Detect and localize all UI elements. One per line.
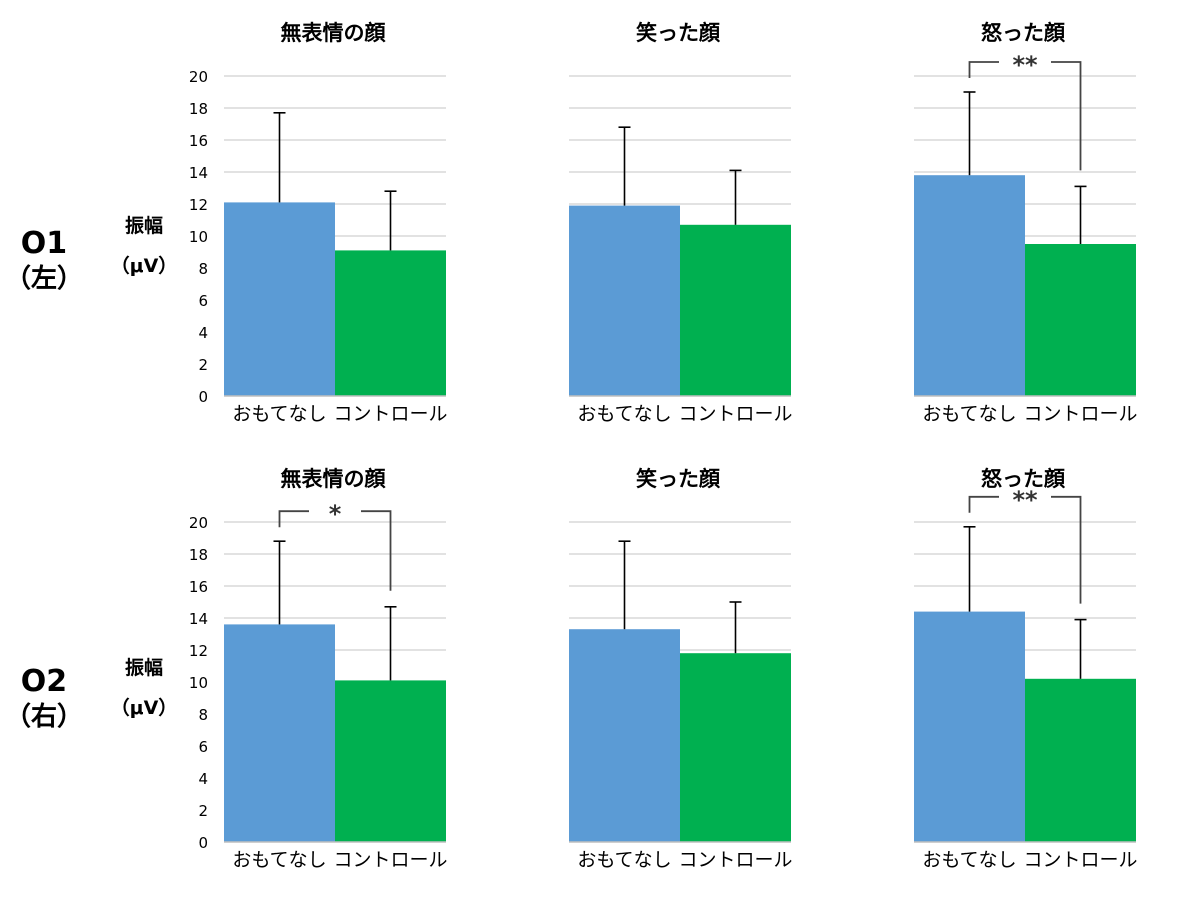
chart-3-category-label-1: おもてなし	[922, 403, 1016, 425]
chart-6-significance-bracket-right	[1051, 495, 1082, 604]
chart-6-category-label-1: おもてなし	[922, 849, 1016, 871]
chart-1-ytick-label: 14	[189, 164, 208, 182]
chart-5-category-label-2: コントロール	[678, 849, 792, 871]
chart-4-ytick-label: 0	[198, 834, 208, 852]
chart-2-bar-1	[569, 205, 680, 396]
chart-4-significance-bracket-right	[361, 510, 392, 591]
chart-3-significance-bracket-left	[968, 61, 999, 78]
chart-6-significance-marker: **	[1012, 486, 1038, 514]
chart-5-bar-1	[569, 629, 680, 842]
chart-1-category-label-1: おもてなし	[232, 403, 326, 425]
chart-2-bar-2	[680, 224, 791, 396]
chart-3-category-label-2: コントロール	[1023, 403, 1137, 425]
chart-1-ytick-label: 10	[189, 228, 208, 246]
chart-6-category-label-2: コントロール	[1023, 849, 1137, 871]
chart-4-bar-1	[224, 624, 335, 842]
chart-4-ytick-label: 6	[198, 738, 208, 756]
y-axis-label-o2: 振幅 （μV）	[104, 648, 184, 728]
chart-5-category-label-1: おもてなし	[577, 849, 671, 871]
chart-4-significance-marker: *	[329, 500, 342, 528]
chart-1-title: 無表情の顔	[281, 21, 387, 45]
chart-4-ytick-label: 2	[198, 802, 208, 820]
chart-4-ytick-label: 18	[189, 546, 208, 564]
y-axis-label-o1-line1: 振幅	[124, 215, 163, 237]
y-axis-label-o2-line1: 振幅	[124, 657, 163, 679]
chart-3-significance-bracket-right	[1051, 61, 1082, 171]
chart-2-category-label-2: コントロール	[678, 403, 792, 425]
chart-2-category-label-1: おもてなし	[577, 403, 671, 425]
chart-4-category-label-1: おもてなし	[232, 849, 326, 871]
chart-1-ytick-label: 20	[189, 68, 208, 86]
chart-1-ytick-label: 12	[189, 196, 208, 214]
chart-1-ytick-label: 4	[198, 324, 208, 342]
chart-1-bar-2	[335, 250, 446, 396]
chart-6-bar-1	[914, 611, 1025, 842]
chart-3-significance-marker: **	[1012, 51, 1038, 79]
chart-3-bar-2	[1025, 244, 1136, 396]
chart-5-bar-2	[680, 653, 791, 842]
chart-4-category-label-2: コントロール	[333, 849, 447, 871]
chart-5-title: 笑った顔	[636, 467, 721, 491]
chart-6-title: 怒った顔	[981, 467, 1066, 491]
row-label-o1-sub: （左）	[4, 264, 83, 294]
chart-4-ytick-label: 10	[189, 674, 208, 692]
chart-3-bar-1	[914, 175, 1025, 396]
chart-1-bar-1	[224, 202, 335, 396]
chart-4-ytick-label: 12	[189, 642, 208, 660]
chart-1-ytick-label: 8	[198, 260, 208, 278]
y-axis-label-o2-line2: （μV）	[110, 697, 178, 719]
row-label-o2: O2 （右）	[4, 664, 84, 734]
y-axis-label-o1: 振幅 （μV）	[104, 206, 184, 286]
chart-1-ytick-label: 0	[198, 388, 208, 406]
chart-4-ytick-label: 8	[198, 706, 208, 724]
chart-4-ytick-label: 20	[189, 514, 208, 532]
chart-3-title: 怒った顔	[981, 21, 1066, 45]
chart-1-ytick-label: 16	[189, 132, 208, 150]
row-label-o2-sub: （右）	[4, 702, 83, 732]
chart-4-ytick-label: 16	[189, 578, 208, 596]
row-label-o2-title: O2	[20, 664, 68, 699]
chart-4-significance-bracket-left	[278, 510, 309, 528]
y-axis-label-o1-line2: （μV）	[110, 255, 178, 277]
chart-1-ytick-label: 18	[189, 100, 208, 118]
chart-1-ytick-label: 2	[198, 356, 208, 374]
chart-6-significance-bracket-left	[968, 495, 999, 513]
chart-4-ytick-label: 14	[189, 610, 208, 628]
chart-4-title: 無表情の顔	[281, 467, 387, 491]
chart-2-title: 笑った顔	[636, 21, 721, 45]
chart-4-ytick-label: 4	[198, 770, 208, 788]
chart-1-ytick-label: 6	[198, 292, 208, 310]
chart-1-category-label-2: コントロール	[333, 403, 447, 425]
chart-4-bar-2	[335, 680, 446, 842]
row-label-o1: O1 （左）	[4, 226, 84, 296]
row-label-o1-title: O1	[20, 226, 68, 261]
chart-6-bar-2	[1025, 678, 1136, 842]
